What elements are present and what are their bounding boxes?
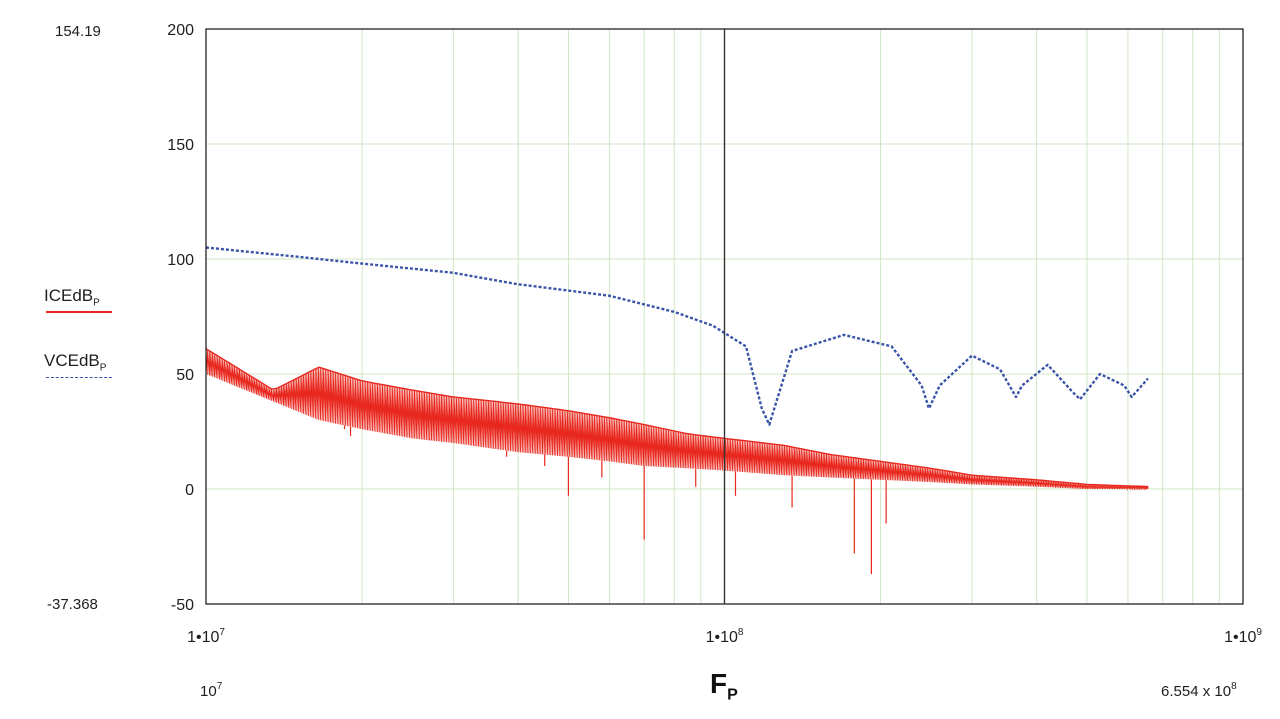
series-icedb-trace <box>205 348 1149 491</box>
y-tick-label: 0 <box>185 482 194 499</box>
y-tick-label: 200 <box>167 22 194 39</box>
x-range-start-exp: 7 <box>217 681 223 692</box>
x-axis-label: FP <box>710 668 738 704</box>
series-icedb <box>205 348 1149 575</box>
y-tick-label: 150 <box>167 137 194 154</box>
x-tick-label: 1•109 <box>1224 627 1262 646</box>
legend-label-icedb: ICEdBP <box>44 286 100 309</box>
y-tick-label: 100 <box>167 252 194 269</box>
series-layer <box>205 246 1149 575</box>
legend-label-vcedb: VCEdBP <box>44 351 107 374</box>
legend-swatch-vcedb <box>46 377 112 378</box>
y-range-top: 154.19 <box>55 23 101 40</box>
y-axis: 200 150 100 50 0 -50 <box>167 22 194 614</box>
x-range-start: 107 <box>200 681 223 700</box>
x-range-end: 6.554 x 108 <box>1161 681 1237 700</box>
y-tick-label: 50 <box>176 367 194 384</box>
y-range-bottom: -37.368 <box>47 596 98 613</box>
series-icedb-envelope <box>205 348 1148 488</box>
x-tick-label: 1•107 <box>187 627 225 646</box>
y-tick-label: -50 <box>171 597 194 614</box>
x-range-end-exp: 8 <box>1231 681 1237 692</box>
x-range-start-label: 10 <box>200 683 217 700</box>
x-axis: 1•107 1•108 1•109 <box>187 627 1262 646</box>
series-vcedb <box>205 246 1149 426</box>
x-tick-label: 1•108 <box>706 627 744 646</box>
y-range-bottom-label: -37.368 <box>47 596 98 613</box>
legend-swatch-icedb <box>46 311 112 313</box>
series-vcedb-trace <box>205 246 1149 426</box>
x-range-end-label: 6.554 x 10 <box>1161 683 1231 700</box>
y-range-top-label: 154.19 <box>55 23 101 40</box>
